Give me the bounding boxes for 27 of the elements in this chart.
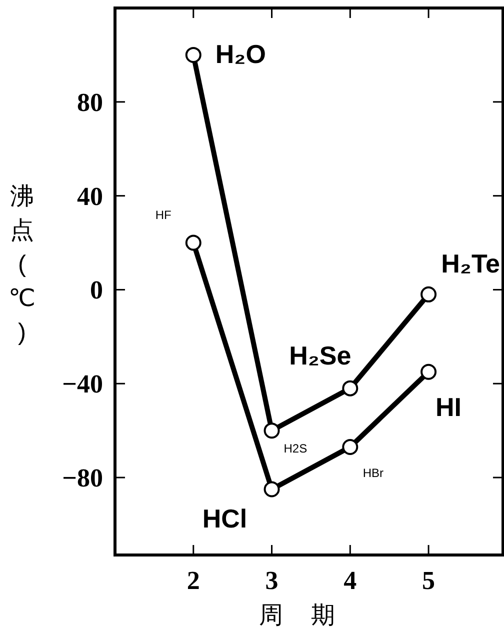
annotation: H₂O [215,38,266,69]
x-tick-label: 2 [186,566,200,595]
annotation: HCl [202,503,248,534]
x-tick-label: 5 [422,566,436,595]
x-tick-label: 3 [265,566,278,595]
y-tick-label: −80 [62,464,103,493]
point [264,422,280,439]
point [420,364,437,380]
y-tick-label: 80 [77,88,103,117]
annotation: HF [155,208,172,222]
point [342,380,358,396]
point [264,481,280,498]
annotation: H₂Se [289,340,352,370]
annotation: H₂Te [441,248,500,278]
y-axis-title: 沸点(℃) [8,182,36,346]
x-tick-label: 4 [344,566,357,595]
y-tick-label: 40 [77,182,103,211]
y-tick-label: 0 [90,276,103,305]
point [185,46,202,63]
annotation: H2S [284,442,308,456]
point [185,234,202,251]
x-axis-title: 周期 [258,602,363,629]
annotation: HI [436,392,462,422]
point [420,286,437,302]
point [342,439,358,456]
annotation: HBr [362,466,384,480]
y-tick-label: −40 [62,370,103,399]
